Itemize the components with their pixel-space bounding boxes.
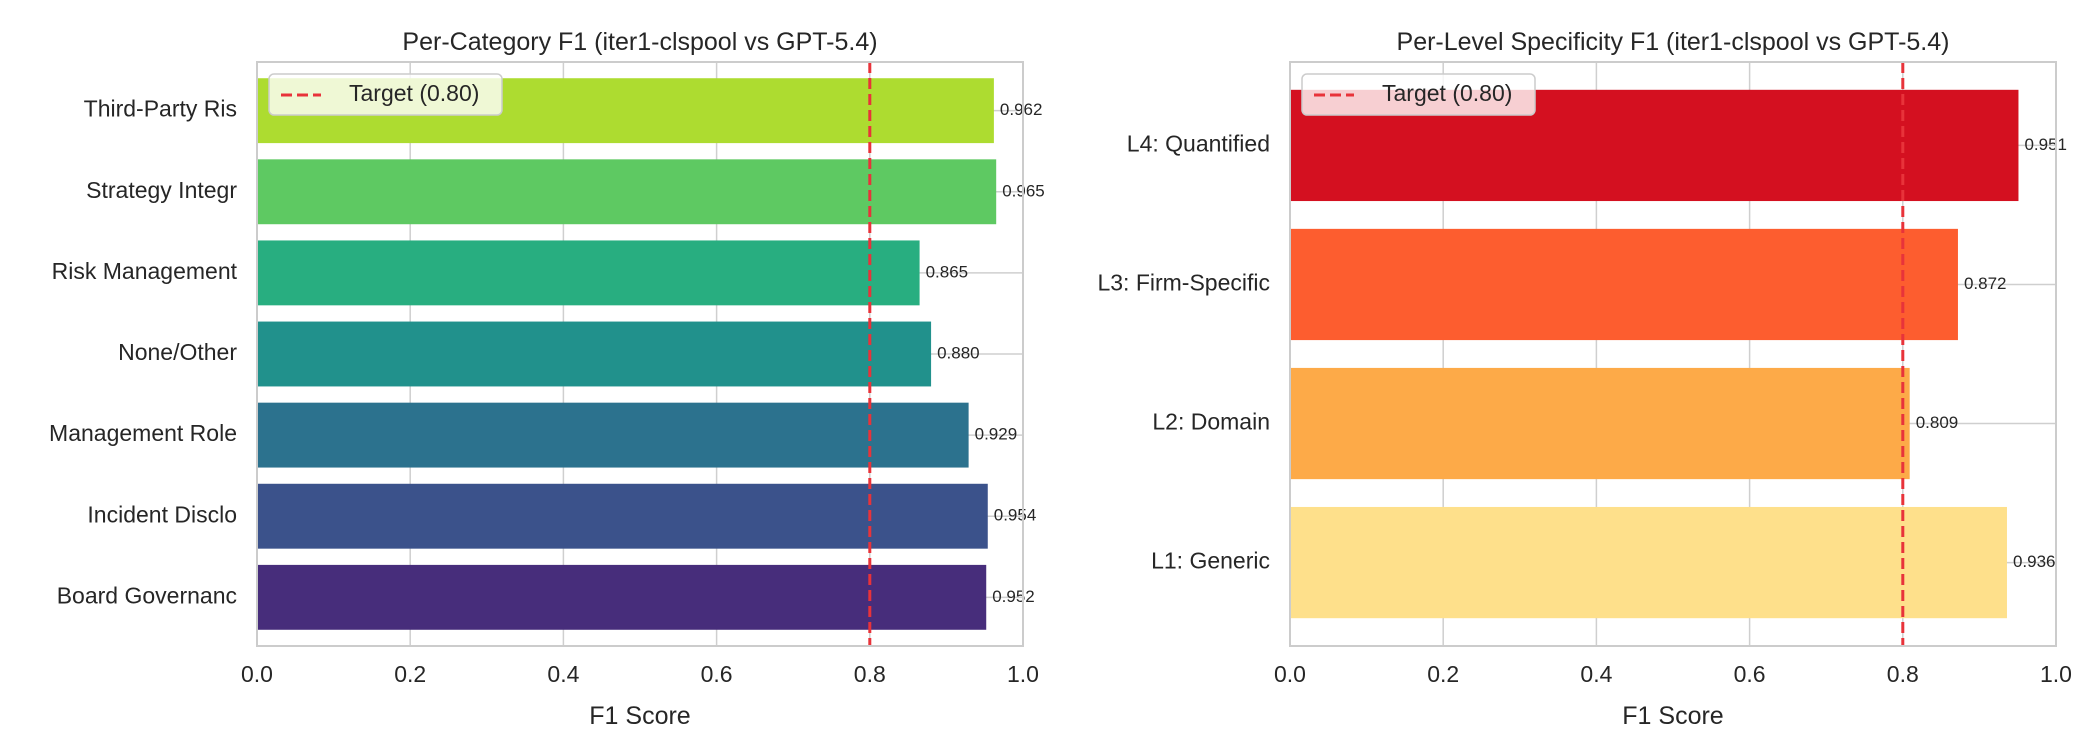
value-label: 0.809: [1916, 413, 1959, 432]
x-tick-label: 0.0: [1274, 661, 1306, 687]
legend-box: [268, 73, 503, 116]
value-label: 0.962: [1000, 100, 1043, 119]
y-tick-label: L4: Quantified: [1127, 131, 1270, 157]
x-tick-label: 0.4: [547, 661, 579, 687]
y-tick-label: L3: Firm-Specific: [1097, 270, 1270, 296]
legend-box: [1301, 73, 1536, 116]
x-tick-label: 0.2: [394, 661, 426, 687]
value-label: 0.936: [2013, 552, 2056, 571]
value-label: 0.952: [992, 587, 1035, 606]
bar-board-governanc: [257, 564, 987, 630]
y-tick-label: Management Role: [49, 420, 237, 446]
bar-l1-generic: [1290, 506, 2007, 619]
y-tick-label: Strategy Integr: [86, 177, 237, 203]
plot-frame: [256, 61, 1024, 647]
y-tick-label: L2: Domain: [1152, 409, 1270, 435]
x-tick-label: 0.8: [1887, 661, 1919, 687]
value-label: 0.951: [2024, 135, 2067, 154]
x-tick-label: 0.6: [701, 661, 733, 687]
y-tick-label: None/Other: [118, 339, 237, 365]
legend-label: Target (0.80): [1382, 80, 1512, 106]
bar-risk-management: [257, 240, 920, 306]
x-tick-label: 1.0: [1007, 661, 1039, 687]
bar-management-role: [257, 402, 969, 468]
value-label: 0.954: [994, 506, 1037, 525]
x-tick-label: 0.6: [1734, 661, 1766, 687]
bar-strategy-integr: [257, 159, 997, 225]
bar-none-other: [257, 321, 932, 387]
bar-incident-disclo: [257, 483, 988, 549]
plot-frame: [1289, 61, 2057, 647]
x-tick-label: 0.2: [1427, 661, 1459, 687]
bar-l2-domain: [1290, 367, 1910, 480]
x-tick-label: 0.4: [1580, 661, 1612, 687]
bar-l3-firm-specific: [1290, 228, 1958, 341]
x-tick-label: 0.8: [854, 661, 886, 687]
y-tick-label: Incident Disclo: [87, 501, 237, 527]
y-tick-label: Third-Party Ris: [84, 96, 237, 122]
legend: Target (0.80): [1301, 73, 1536, 116]
x-axis-label: F1 Score: [589, 702, 690, 730]
y-tick-label: Risk Management: [52, 258, 238, 284]
value-label: 0.872: [1964, 274, 2007, 293]
value-label: 0.880: [937, 343, 980, 362]
chart-title: Per-Level Specificity F1 (iter1-clspool …: [1397, 28, 1950, 56]
x-axis-label: F1 Score: [1622, 702, 1723, 730]
x-tick-label: 0.0: [241, 661, 273, 687]
legend: Target (0.80): [268, 73, 503, 116]
y-tick-label: L1: Generic: [1151, 548, 1270, 574]
x-tick-label: 1.0: [2040, 661, 2072, 687]
chart-panel-2: 0.936 0.809 0.872 0.951 L1: Generic L2: Domai…: [1097, 28, 2072, 730]
y-tick-label: Board Governanc: [57, 582, 237, 608]
chart-panel-1: 0.9520.9540.9290.8800.8650.9650.962Board…: [49, 28, 1045, 730]
chart-title: Per-Category F1 (iter1-clspool vs GPT-5.…: [402, 28, 877, 56]
value-label: 0.865: [926, 262, 969, 281]
legend-label: Target (0.80): [349, 80, 479, 106]
value-label: 0.929: [975, 425, 1018, 444]
